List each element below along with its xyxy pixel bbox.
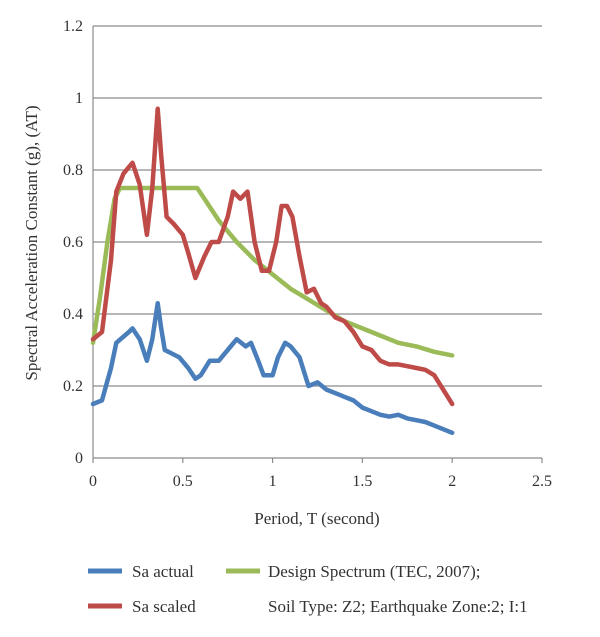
legend-label-soil-info: Soil Type: Z2; Earthquake Zone:2; I:1 (268, 597, 528, 616)
legend: Sa actual Sa scaled Design Spectrum (TEC… (88, 562, 528, 616)
x-tick-label: 2 (448, 473, 456, 490)
x-tick-label: 0 (89, 473, 97, 490)
x-tick-label: 0.5 (173, 473, 193, 490)
y-tick-labels: 0 0.2 0.4 0.6 0.8 1 1.2 (63, 18, 83, 467)
y-tick-label: 0.4 (63, 306, 83, 323)
x-tick-label: 2.5 (532, 473, 552, 490)
y-tick-label: 0 (75, 450, 83, 467)
legend-label-sa-actual: Sa actual (132, 562, 194, 581)
x-axis-title: Period, T (second) (254, 509, 379, 528)
axes (92, 26, 543, 463)
series-lines (90, 106, 455, 436)
y-tick-label: 1 (75, 90, 83, 107)
y-axis-title: Spectral Acceleration Constant (g), (AT) (22, 105, 41, 380)
legend-label-design-spectrum: Design Spectrum (TEC, 2007); (268, 562, 480, 581)
sa-scaled-line (90, 106, 455, 407)
gridlines (93, 25, 542, 387)
y-tick-label: 1.2 (63, 18, 83, 35)
y-tick-label: 0.8 (63, 162, 83, 179)
design-spectrum-line (90, 185, 455, 358)
y-tick-label: 0.2 (63, 378, 83, 395)
x-tick-label: 1 (269, 473, 277, 490)
y-tick-label: 0.6 (63, 234, 83, 251)
x-tick-labels: 0 0.5 1 1.5 2 2.5 (89, 473, 552, 490)
x-tick-label: 1.5 (352, 473, 372, 490)
legend-label-sa-scaled: Sa scaled (132, 597, 196, 616)
sa-actual-line (90, 300, 455, 436)
